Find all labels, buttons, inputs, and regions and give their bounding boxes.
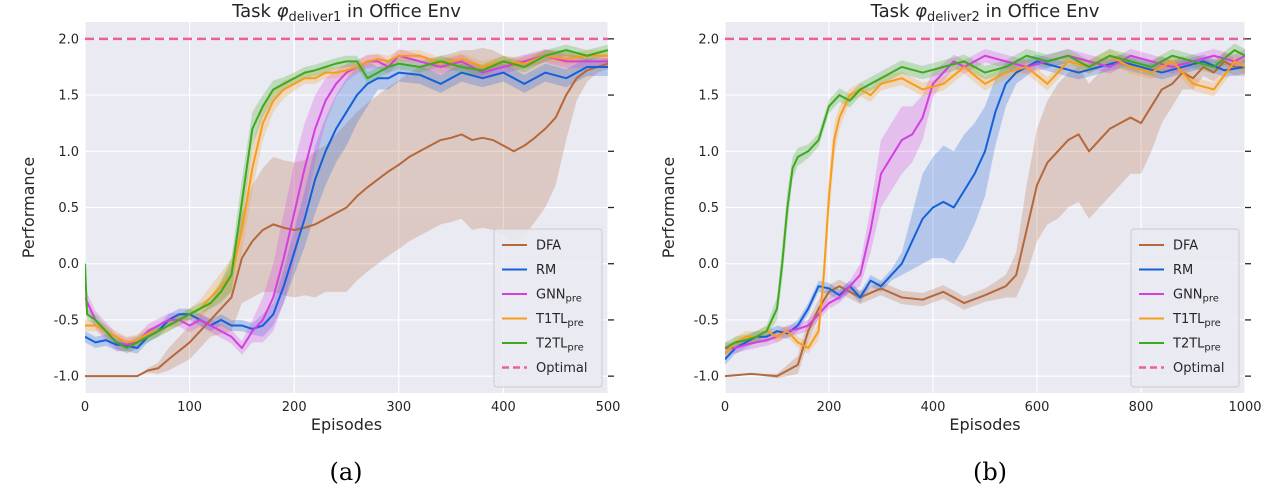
legend-entry-name: T2TL (1172, 337, 1205, 352)
series-line-t2tl (85, 49, 608, 350)
y-tick-label: 2.0 (58, 32, 79, 47)
legend-entry-name: T1TL (535, 312, 568, 327)
title-subscript: deliver1 (289, 10, 342, 25)
x-tick-label: 0 (81, 400, 89, 415)
legend-entry-name: RM (536, 263, 556, 278)
x-tick-label: 0 (721, 400, 729, 415)
panel-caption: (a) (329, 458, 362, 486)
x-tick-label: 400 (491, 400, 516, 415)
title-prefix: Task (870, 1, 916, 22)
legend-entry-name: GNN (1173, 288, 1203, 303)
legend-entry-optimal: Optimal (1173, 361, 1224, 376)
chart-title: Task φdeliver1 in Office Env (231, 1, 461, 25)
y-tick-label: 0.0 (698, 257, 719, 272)
x-tick-label: 1000 (1228, 400, 1261, 415)
series-line-t1tl (725, 54, 1245, 355)
plot-marks (85, 37, 608, 378)
legend-entry-subscript: pre (566, 294, 582, 305)
y-tick-label: 0.5 (698, 201, 719, 216)
y-tick-label: 1.5 (698, 89, 719, 104)
legend-entry-t2tl: T2TLpre (535, 337, 584, 354)
y-tick-label: -1.0 (54, 370, 79, 385)
band-rm (85, 57, 608, 354)
title-symbol: φ (277, 1, 289, 22)
series-line-dfa (725, 60, 1245, 378)
series-line-dfa (85, 62, 608, 378)
legend-entry-gnn: GNNpre (536, 288, 582, 305)
band-dfa (85, 47, 608, 377)
panel-caption: (b) (973, 458, 1007, 486)
legend-entry-name: DFA (536, 239, 561, 254)
legend-entry-rm: RM (1173, 263, 1193, 278)
y-tick-label: 1.5 (58, 89, 79, 104)
title-subscript: deliver2 (927, 10, 980, 25)
y-tick-label: 0.5 (58, 201, 79, 216)
title-prefix: Task (231, 1, 277, 22)
y-tick-label: -1.0 (694, 370, 719, 385)
x-tick-label: 500 (596, 400, 621, 415)
legend-entry-subscript: pre (1204, 318, 1220, 329)
chart-panel-2: 0 200 400 600 800 1000 -1.0 -0.5 0.0 0.5 1.0 1.5 2.0… (659, 1, 1262, 486)
legend-entry-t1tl: T1TLpre (1172, 312, 1221, 329)
x-tick-label: 400 (921, 400, 946, 415)
legend-entry-name: RM (1173, 263, 1193, 278)
chart-title: Task φdeliver2 in Office Env (870, 1, 1100, 25)
x-tick-label: 600 (1025, 400, 1050, 415)
x-tick-label: 200 (817, 400, 842, 415)
y-tick-label: -0.5 (694, 313, 719, 328)
legend-entry-dfa: DFA (536, 239, 561, 254)
x-tick-label: 200 (282, 400, 307, 415)
legend-entry-name: T1TL (1172, 312, 1205, 327)
series-line-gnn (85, 54, 608, 350)
x-tick-label: 300 (386, 400, 411, 415)
title-symbol: φ (915, 1, 927, 22)
band-gnn (725, 48, 1245, 354)
y-tick-label: 1.0 (698, 145, 719, 160)
y-tick-label: -0.5 (54, 313, 79, 328)
legend-entry-rm: RM (536, 263, 556, 278)
x-axis-label: Episodes (311, 415, 382, 434)
y-tick-label: 0.0 (58, 257, 79, 272)
legend-entry-dfa: DFA (1173, 239, 1198, 254)
y-axis-label: Performance (19, 157, 38, 258)
legend-entry-optimal: Optimal (536, 361, 587, 376)
y-axis-label: Performance (659, 157, 678, 258)
series-line-t2tl (725, 49, 1245, 349)
legend-entry-t1tl: T1TLpre (535, 312, 584, 329)
legend-entry-subscript: pre (567, 343, 583, 354)
x-tick-label: 100 (177, 400, 202, 415)
y-tick-label: 2.0 (698, 32, 719, 47)
title-suffix: in Office Env (341, 1, 461, 22)
band-dfa (725, 52, 1245, 379)
title-suffix: in Office Env (980, 1, 1100, 22)
legend-entry-t2tl: T2TLpre (1172, 337, 1221, 354)
chart-panel-1: 0 100 200 300 400 500 -1.0 -0.5 0.0 0.5 1.0 1.5 2.0 E… (19, 1, 620, 486)
plot-marks (725, 37, 1245, 379)
legend-entry-name: GNN (536, 288, 566, 303)
legend-entry-subscript: pre (1204, 343, 1220, 354)
legend-entry-gnn: GNNpre (1173, 288, 1219, 305)
band-rm (725, 54, 1245, 365)
x-axis-label: Episodes (949, 415, 1020, 434)
legend-entry-name: T2TL (535, 337, 568, 352)
x-tick-label: 800 (1129, 400, 1154, 415)
legend-entry-subscript: pre (567, 318, 583, 329)
legend-entry-subscript: pre (1203, 294, 1219, 305)
y-tick-label: 1.0 (58, 145, 79, 160)
legend-entry-name: DFA (1173, 239, 1198, 254)
